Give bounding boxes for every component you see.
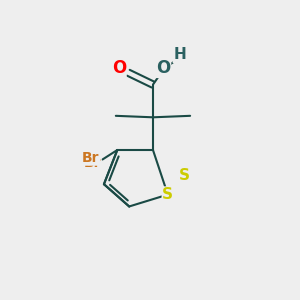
Text: Br: Br — [82, 151, 100, 165]
Text: S: S — [179, 168, 190, 183]
Text: O: O — [112, 59, 126, 77]
Text: H: H — [173, 47, 186, 62]
Text: S: S — [162, 187, 173, 202]
Text: Br: Br — [83, 156, 101, 170]
Text: O: O — [156, 59, 170, 77]
